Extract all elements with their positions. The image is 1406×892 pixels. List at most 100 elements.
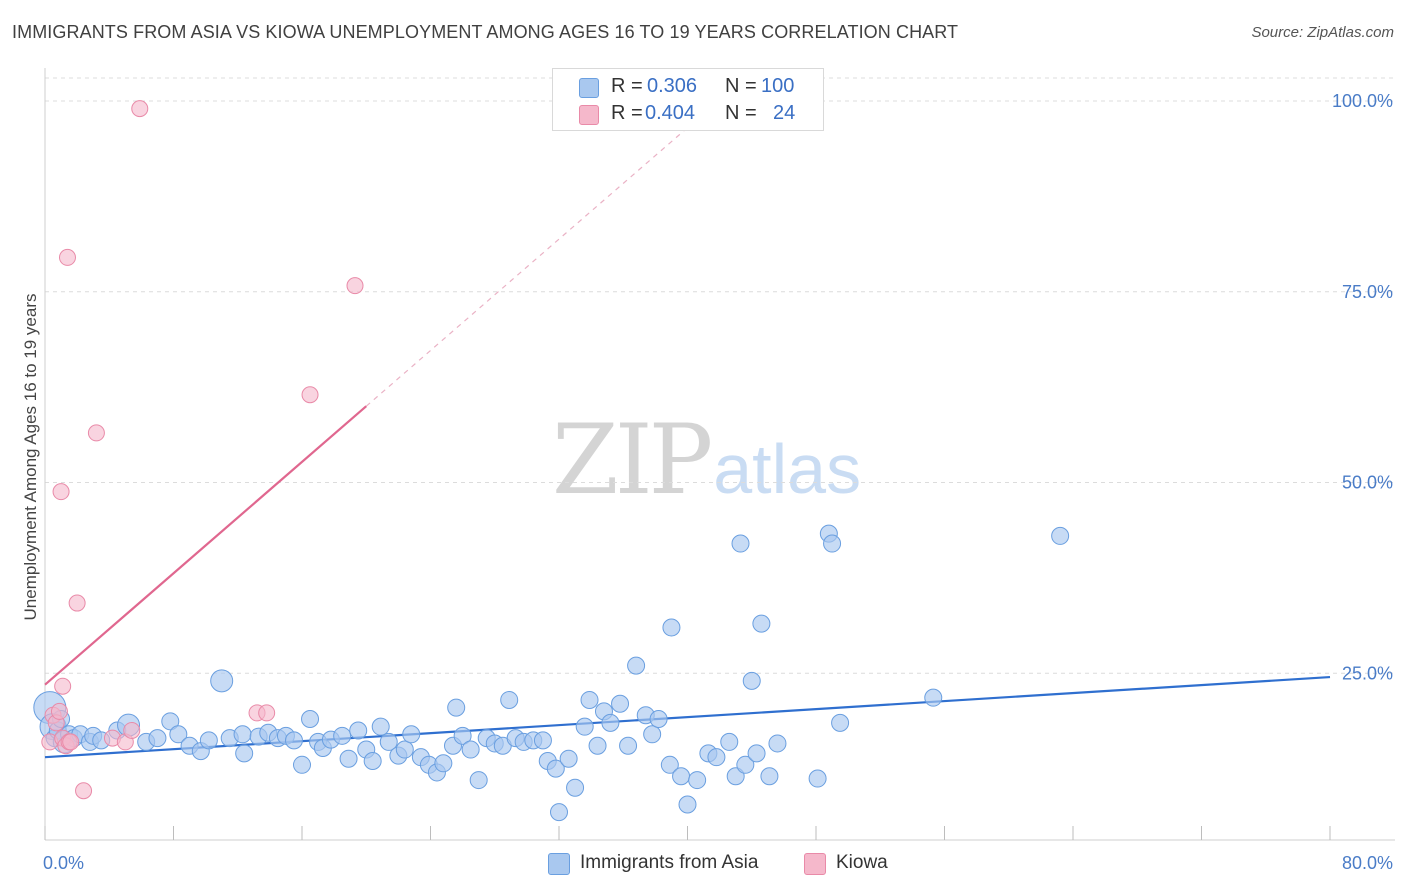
point-asia: [808, 769, 827, 788]
x-tick-label: 0.0%: [43, 853, 84, 873]
watermark: ZIPatlas: [552, 404, 861, 516]
point-asia: [349, 721, 368, 740]
watermark-atlas: atlas: [713, 430, 862, 508]
point-asia: [752, 614, 771, 633]
point-asia: [580, 690, 599, 709]
point-asia: [293, 755, 311, 774]
x-tick-label: 80.0%: [1342, 853, 1393, 873]
point-asia: [500, 690, 519, 709]
point-asia: [575, 717, 594, 736]
point-asia: [823, 534, 842, 553]
point-asia: [831, 713, 850, 732]
point-asia: [533, 731, 552, 750]
point-kiowa: [87, 424, 105, 442]
tick-labels: 25.0% 50.0% 75.0% 100.0% 0.0% 80.0%: [43, 91, 1393, 873]
legend-r-label: R =: [611, 102, 643, 124]
point-asia: [363, 751, 382, 770]
y-tick-label: 25.0%: [1342, 663, 1393, 683]
point-asia: [660, 755, 679, 774]
point-kiowa: [258, 704, 276, 722]
point-asia: [736, 755, 755, 774]
bottom-legend-swatch-asia: [548, 853, 570, 875]
point-asia: [601, 713, 620, 732]
bottom-legend-label-asia: Immigrants from Asia: [580, 852, 759, 873]
point-asia: [339, 749, 358, 768]
point-asia: [210, 669, 234, 693]
point-asia: [559, 749, 578, 768]
trend-lines: [44, 127, 1331, 759]
data-points: [33, 100, 1070, 822]
point-asia: [461, 740, 480, 759]
legend-n-value: 100: [761, 75, 795, 97]
point-asia: [235, 744, 254, 763]
point-asia: [566, 778, 585, 797]
point-asia: [333, 726, 352, 745]
point-asia: [619, 736, 638, 755]
point-asia: [301, 710, 320, 729]
axes: [44, 68, 1395, 841]
trend-line-kiowa-extension: [365, 127, 688, 407]
point-asia: [469, 771, 488, 790]
point-asia: [588, 736, 607, 755]
trend-line-asia: [44, 675, 1331, 759]
legend-r-value: 0.306: [647, 75, 698, 97]
point-asia: [768, 734, 787, 753]
y-axis-title: Unemployment Among Ages 16 to 19 years: [21, 294, 40, 621]
point-asia: [379, 732, 398, 751]
y-tick-label: 50.0%: [1342, 473, 1393, 493]
point-asia: [233, 725, 252, 744]
correlation-legend: R = 0.306 N = 100 R = 0.404 N = 24: [552, 68, 824, 131]
point-asia: [678, 795, 697, 814]
point-asia: [161, 712, 180, 731]
legend-n-label: N =: [725, 75, 757, 97]
point-asia: [402, 725, 421, 744]
gridlines: [45, 77, 1395, 674]
point-asia: [148, 729, 167, 748]
point-asia: [395, 740, 414, 759]
point-asia: [747, 744, 766, 763]
point-kiowa: [75, 782, 93, 800]
bottom-legend-label-kiowa: Kiowa: [836, 852, 888, 873]
point-kiowa: [52, 483, 70, 501]
point-kiowa: [54, 677, 72, 695]
bottom-legend-swatch-kiowa: [804, 853, 826, 875]
point-asia: [688, 771, 707, 790]
point-asia: [546, 759, 565, 778]
point-kiowa: [62, 733, 80, 751]
legend-r-label: R =: [611, 75, 643, 97]
point-asia: [760, 767, 779, 786]
legend-swatch-asia: [579, 78, 599, 98]
point-asia: [550, 803, 568, 822]
point-asia: [720, 732, 739, 751]
point-asia: [662, 618, 681, 637]
point-kiowa: [50, 702, 68, 720]
point-kiowa: [301, 386, 319, 404]
point-asia: [649, 710, 668, 729]
legend-r-value: 0.404: [645, 102, 696, 124]
point-asia: [627, 656, 646, 675]
point-asia: [672, 767, 691, 786]
point-asia: [707, 748, 726, 767]
point-asia: [924, 688, 943, 707]
y-tick-label: 75.0%: [1342, 282, 1393, 302]
point-kiowa: [58, 248, 76, 266]
point-asia: [169, 725, 188, 744]
legend-n-value: 24: [773, 102, 796, 124]
point-asia: [643, 725, 662, 744]
point-kiowa: [131, 100, 149, 118]
chart-title: IMMIGRANTS FROM ASIA VS KIOWA UNEMPLOYME…: [12, 22, 959, 42]
point-asia: [611, 694, 630, 713]
point-asia: [1051, 526, 1070, 545]
legend-n-label: N =: [725, 102, 757, 124]
point-asia: [447, 698, 466, 717]
point-asia: [731, 534, 750, 553]
legend-swatch-kiowa: [579, 105, 599, 125]
point-asia: [453, 726, 472, 745]
y-tick-label: 100.0%: [1332, 91, 1393, 111]
source-label: Source: ZipAtlas.com: [1251, 24, 1394, 41]
point-kiowa: [123, 721, 141, 739]
point-asia: [742, 671, 761, 690]
point-asia: [284, 731, 303, 750]
trend-line-kiowa: [44, 405, 367, 686]
